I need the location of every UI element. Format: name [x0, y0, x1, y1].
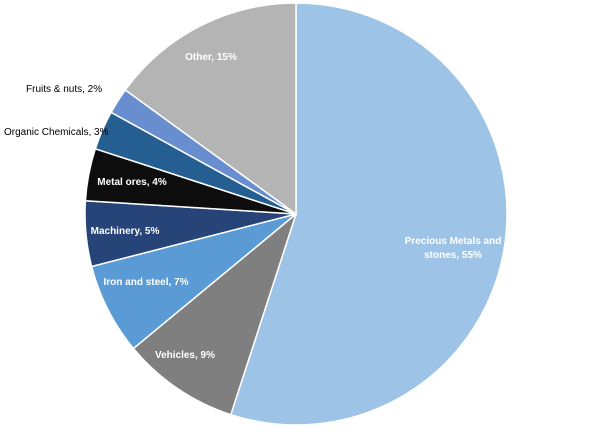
slice-label: Other, 15% [185, 52, 237, 63]
slice-label: Vehicles, 9% [155, 350, 215, 361]
pie-slices [84, 2, 508, 426]
pie-slice-vehicles-9 [132, 211, 298, 416]
slice-label: Iron and steel, 7% [103, 277, 188, 288]
slice-label: Organic Chemicals, 3% [4, 127, 109, 138]
slice-label: Machinery, 5% [91, 226, 160, 237]
pie-slice-precious-metals-and [229, 2, 508, 426]
slice-label: Precious Metals and stones, 55% [405, 236, 502, 261]
pie-slice-other-15 [124, 2, 297, 216]
slice-label: Fruits & nuts, 2% [26, 84, 102, 95]
pie-labels: Precious Metals and stones, 55% Vehicles, … [4, 52, 501, 361]
slice-label: Metal ores, 4% [97, 177, 167, 188]
